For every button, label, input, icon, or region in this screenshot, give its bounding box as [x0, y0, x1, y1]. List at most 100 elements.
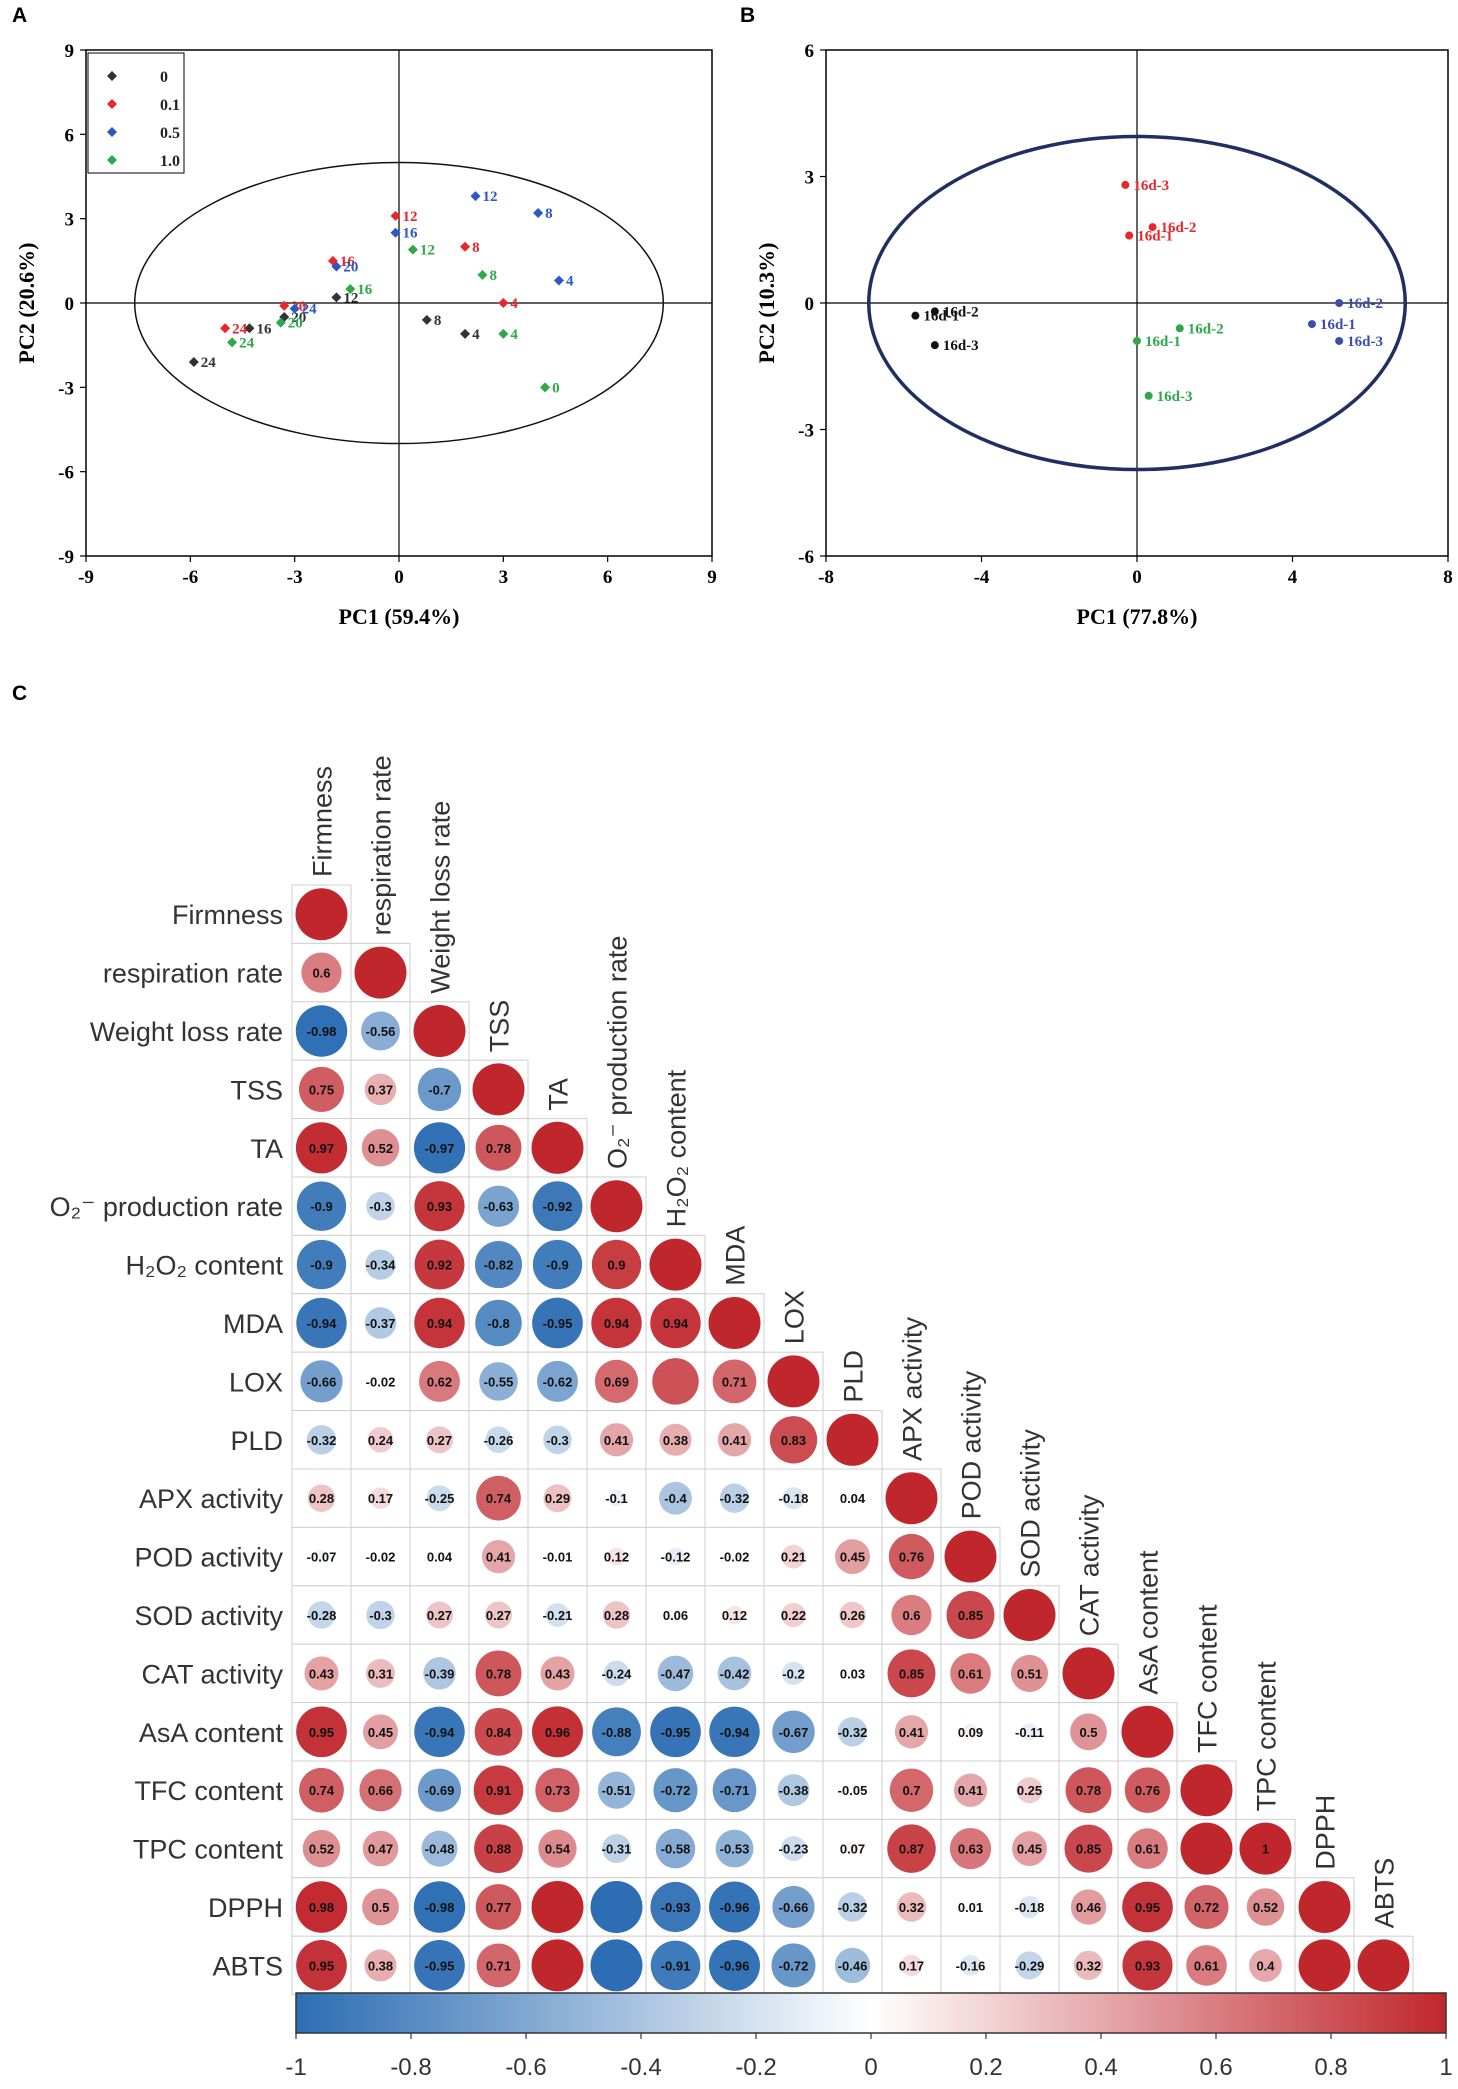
correlation-value: -0.01 [543, 1550, 573, 1565]
correlation-value: 0.26 [840, 1608, 865, 1623]
correlation-circle [296, 1940, 347, 1991]
correlation-circle [725, 1605, 744, 1625]
x-tick-label: -6 [182, 567, 198, 588]
correlation-value: 0.6 [902, 1608, 920, 1623]
correlation-circle [301, 952, 342, 993]
point-label: 16 [256, 321, 272, 337]
x-axis-label: PC1 (59.4%) [339, 604, 460, 629]
correlation-circle [591, 1297, 642, 1349]
correlation-value: 0.47 [368, 1842, 393, 1857]
correlation-value: -0.62 [543, 1374, 573, 1389]
correlation-circle [839, 1601, 866, 1629]
point-label: 16d-1 [1145, 334, 1181, 350]
y-axis-label: PC2 (20.6%) [14, 243, 39, 364]
correlation-circle [475, 1884, 522, 1930]
correlation-value: 0.03 [840, 1666, 865, 1681]
correlation-circle [712, 1768, 757, 1813]
row-label: H₂O₂ content [125, 1251, 283, 1281]
correlation-circle [650, 1940, 701, 1991]
correlation-value: -0.3 [546, 1433, 568, 1448]
correlation-circle [413, 1881, 466, 1933]
correlation-circle [1065, 1767, 1112, 1814]
correlation-circle [296, 1181, 347, 1231]
correlation-circle [314, 1549, 329, 1564]
correlation-circle [361, 1129, 400, 1167]
correlation-circle [837, 1717, 868, 1747]
correlation-circle [298, 1066, 345, 1112]
heatmap-cell [645, 1585, 706, 1645]
correlation-value: -0.39 [425, 1666, 455, 1681]
correlation-value: -0.98 [425, 1900, 455, 1915]
correlation-circle [592, 1707, 641, 1757]
correlation-value: 0.52 [309, 1842, 334, 1857]
data-point-0.1 [390, 210, 401, 221]
x-tick-label: -8 [818, 567, 834, 588]
point-label: 4 [510, 296, 518, 312]
correlation-circle [1124, 1767, 1171, 1813]
correlation-circle [532, 1297, 583, 1349]
correlation-value: -0.32 [838, 1725, 868, 1740]
correlation-value: -0.02 [366, 1550, 396, 1565]
correlation-circle [306, 1425, 337, 1455]
correlation-circle [1184, 1884, 1229, 1930]
correlation-circle [426, 1485, 453, 1512]
point-label: 16d-2 [943, 304, 979, 320]
correlation-circle [896, 1892, 927, 1922]
correlation-circle [708, 1297, 761, 1349]
correlation-value: -0.21 [543, 1608, 573, 1623]
correlation-value: 0.12 [604, 1550, 629, 1565]
column-label: ABTS [1370, 1858, 1400, 1929]
x-tick-label: -3 [287, 567, 303, 588]
column-label: TA [544, 1078, 574, 1111]
correlation-value: -0.3 [369, 1199, 391, 1214]
correlation-circle [1012, 1831, 1047, 1867]
correlation-value: 0.06 [663, 1608, 688, 1623]
correlation-value: 0.93 [1135, 1958, 1160, 1973]
heatmap-cell [350, 1643, 411, 1704]
point-label: 16 [340, 254, 356, 270]
correlation-value: 0.46 [1076, 1900, 1101, 1915]
correlation-circle [960, 1955, 981, 1976]
data-point-0 [244, 323, 255, 334]
correlation-circle [769, 1416, 818, 1464]
correlation-value: 0.09 [958, 1725, 983, 1740]
y-tick-label: -6 [798, 547, 814, 568]
correlation-circle [300, 1360, 343, 1403]
data-point-green [1144, 391, 1153, 400]
correlation-circle [717, 1656, 752, 1691]
x-tick-label: -9 [78, 567, 94, 588]
correlation-value: -0.28 [307, 1608, 337, 1623]
correlation-circle [413, 1122, 466, 1174]
correlation-circle [532, 1706, 583, 1758]
correlation-circle [485, 1426, 512, 1454]
correlation-circle [967, 1904, 974, 1910]
correlation-circle [655, 1828, 696, 1869]
y-tick-label: -6 [58, 463, 74, 484]
x-tick-label: -4 [974, 567, 990, 588]
correlation-circle [847, 1493, 858, 1504]
point-label: 8 [472, 240, 480, 256]
data-point-0 [421, 314, 432, 325]
correlation-value: -0.24 [602, 1666, 632, 1681]
data-point-blue [1335, 336, 1344, 345]
correlation-circle [434, 1551, 445, 1562]
correlation-circle [417, 1067, 462, 1112]
correlation-circle [669, 1608, 682, 1622]
correlation-value: 0.77 [486, 1900, 511, 1915]
point-label: 16d-2 [1188, 321, 1224, 337]
correlation-circle [476, 1943, 521, 1988]
column-label: DPPH [1311, 1795, 1341, 1870]
column-label: Weight loss rate [426, 801, 456, 994]
correlation-value: -0.71 [720, 1783, 750, 1798]
data-point-red [1125, 231, 1134, 240]
correlation-circle [362, 1830, 399, 1867]
legend-marker-0 [107, 71, 117, 81]
correlation-circle [1010, 1654, 1049, 1692]
correlation-value: -0.95 [425, 1958, 455, 1973]
correlation-circle [772, 1710, 815, 1754]
correlation-value: -0.4 [664, 1491, 687, 1506]
correlation-circle [414, 1239, 465, 1290]
correlation-circle [484, 1601, 513, 1629]
correlation-value: -0.88 [602, 1725, 632, 1740]
correlation-circle [1186, 1945, 1227, 1986]
